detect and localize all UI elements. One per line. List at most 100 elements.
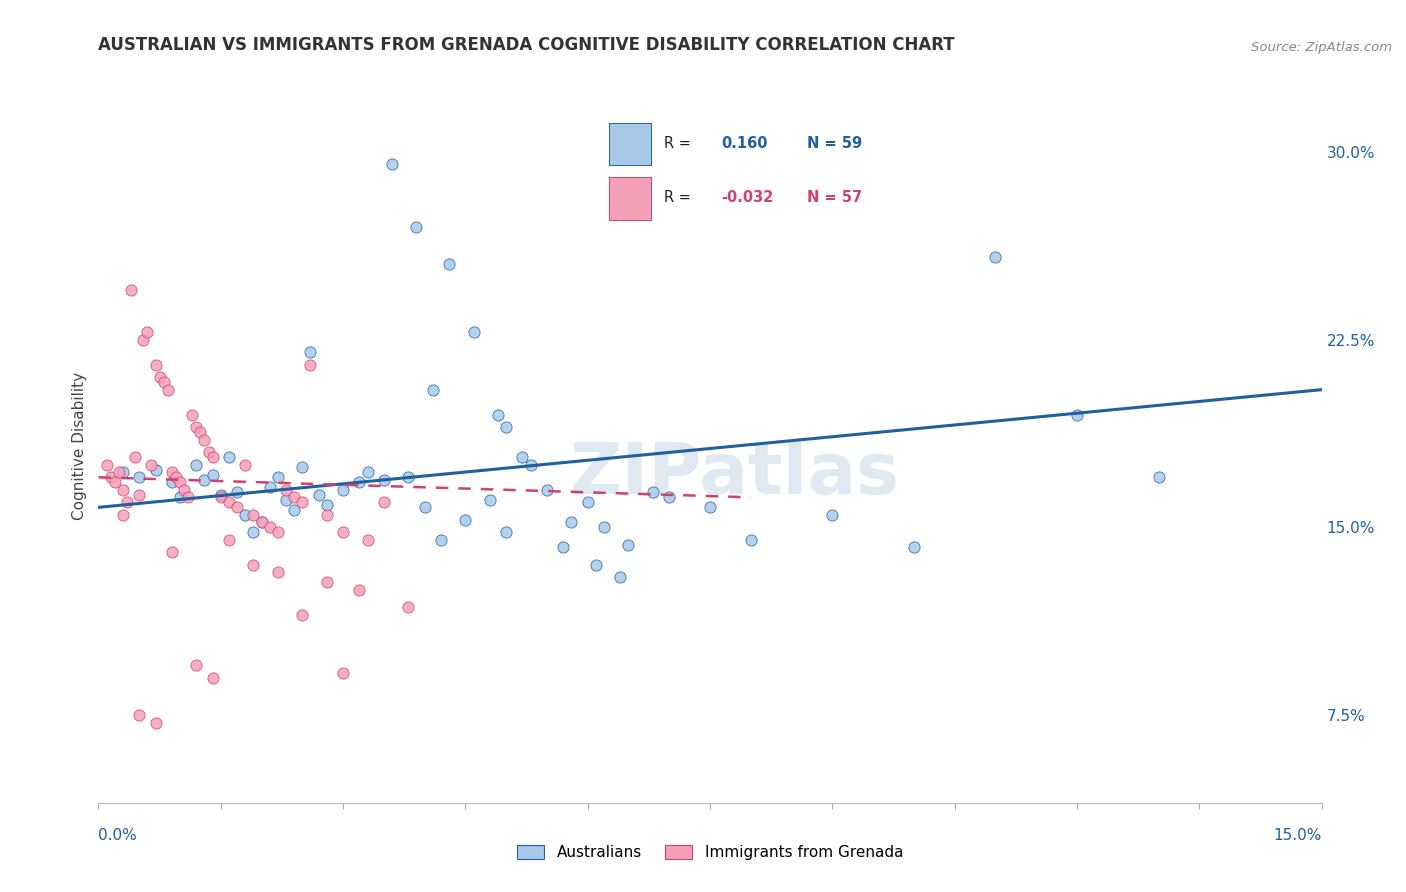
Point — [149, 370, 172, 384]
Point — [495, 420, 517, 434]
Point — [519, 458, 541, 472]
Point — [315, 508, 337, 522]
Point — [186, 420, 208, 434]
Point — [145, 715, 167, 730]
Text: AUSTRALIAN VS IMMIGRANTS FROM GRENADA COGNITIVE DISABILITY CORRELATION CHART: AUSTRALIAN VS IMMIGRANTS FROM GRENADA CO… — [98, 36, 955, 54]
Point — [156, 383, 179, 397]
Point — [560, 516, 582, 530]
Point — [169, 491, 191, 505]
Point — [332, 525, 354, 540]
Point — [186, 458, 208, 472]
Point — [617, 538, 640, 552]
Point — [201, 450, 224, 465]
Point — [299, 358, 322, 372]
Point — [478, 492, 501, 507]
Text: Source: ZipAtlas.com: Source: ZipAtlas.com — [1251, 40, 1392, 54]
Point — [209, 488, 232, 502]
Point — [104, 475, 127, 490]
Point — [1147, 470, 1170, 484]
Point — [396, 600, 419, 615]
Point — [201, 467, 224, 482]
Point — [267, 470, 290, 484]
Point — [486, 408, 509, 422]
Point — [349, 582, 371, 597]
Point — [128, 470, 150, 484]
Point — [291, 607, 314, 622]
Point — [267, 566, 290, 580]
Point — [699, 500, 721, 515]
Point — [193, 433, 215, 447]
Point — [218, 533, 240, 547]
Point — [315, 575, 337, 590]
Point — [124, 450, 146, 465]
Point — [405, 219, 427, 234]
Point — [201, 671, 224, 685]
Point — [160, 545, 183, 559]
Point — [250, 516, 273, 530]
Point — [96, 458, 118, 472]
Point — [299, 345, 322, 359]
Point — [186, 658, 208, 673]
Point — [422, 383, 444, 397]
Point — [145, 463, 167, 477]
Point — [115, 495, 138, 509]
Point — [495, 525, 517, 540]
Point — [437, 257, 460, 271]
Point — [141, 458, 163, 472]
Point — [145, 358, 167, 372]
Point — [108, 465, 131, 479]
Point — [218, 450, 240, 465]
Point — [173, 483, 195, 497]
Point — [111, 508, 134, 522]
Point — [658, 491, 681, 505]
Point — [193, 473, 215, 487]
Text: 15.0%: 15.0% — [1274, 828, 1322, 843]
Point — [315, 498, 337, 512]
Point — [373, 495, 395, 509]
Point — [593, 520, 616, 534]
Point — [553, 541, 575, 555]
Point — [903, 541, 925, 555]
Point — [197, 445, 219, 459]
Point — [233, 508, 256, 522]
Point — [177, 491, 200, 505]
Point — [274, 492, 297, 507]
Point — [132, 333, 155, 347]
Y-axis label: Cognitive Disability: Cognitive Disability — [72, 372, 87, 520]
Point — [740, 533, 762, 547]
Point — [259, 520, 281, 534]
Point — [160, 465, 183, 479]
Point — [209, 491, 232, 505]
Point — [226, 485, 249, 500]
Point — [984, 250, 1007, 264]
Point — [381, 157, 404, 171]
Point — [259, 480, 281, 494]
Point — [111, 483, 134, 497]
Point — [291, 495, 314, 509]
Point — [152, 375, 174, 389]
Point — [226, 500, 249, 515]
Point — [283, 503, 305, 517]
Point — [585, 558, 607, 572]
Point — [188, 425, 212, 440]
Point — [356, 465, 378, 479]
Text: ZIPatlas: ZIPatlas — [569, 440, 900, 509]
Point — [250, 516, 273, 530]
Point — [349, 475, 371, 490]
Text: 0.0%: 0.0% — [98, 828, 138, 843]
Point — [120, 283, 142, 297]
Point — [128, 708, 150, 723]
Point — [332, 483, 354, 497]
Point — [136, 325, 159, 339]
Point — [609, 570, 631, 584]
Point — [430, 533, 453, 547]
Point — [536, 483, 558, 497]
Point — [1066, 408, 1088, 422]
Point — [454, 513, 477, 527]
Point — [641, 485, 664, 500]
Point — [821, 508, 844, 522]
Point — [160, 475, 183, 490]
Point — [100, 470, 122, 484]
Point — [291, 460, 314, 475]
Legend: Australians, Immigrants from Grenada: Australians, Immigrants from Grenada — [510, 839, 910, 866]
